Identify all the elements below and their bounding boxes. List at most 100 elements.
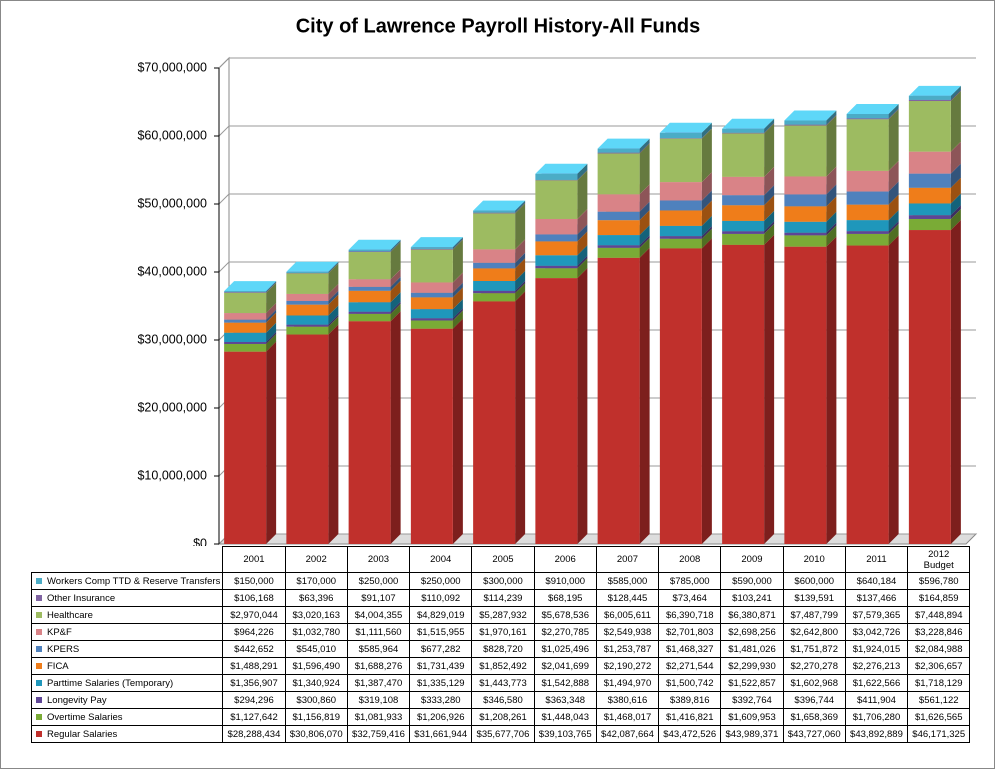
y-tick-label: $20,000,000 [137, 400, 207, 414]
value-cell: $63,396 [284, 589, 348, 607]
legend-cell: Longevity Pay [30, 691, 224, 709]
value-cell: $91,107 [346, 589, 411, 607]
bar-side [764, 122, 775, 134]
bar-segment [224, 351, 267, 544]
bar-segment [410, 247, 453, 249]
bar-side [701, 172, 712, 201]
value-cell: $442,652 [222, 640, 286, 658]
plot: City of Lawrence Payroll History-All Fun… [137, 15, 978, 546]
bar-segment [908, 218, 951, 231]
bar-side [701, 128, 712, 183]
bar-segment [348, 251, 391, 253]
bar-top [722, 118, 775, 129]
value-cell: $346,580 [471, 691, 535, 709]
bar-segment [784, 176, 827, 195]
bar-side [390, 242, 401, 280]
bar-segment [473, 262, 516, 269]
bar-side [577, 258, 588, 279]
legend-cell: Parttime Salaries (Temporary) [30, 674, 224, 692]
value-cell: $1,706,280 [844, 708, 909, 726]
y-tick-label: $30,000,000 [137, 332, 207, 346]
bar-segment [224, 291, 267, 293]
bar-segment [784, 221, 827, 233]
legend-swatch [36, 645, 42, 652]
bar-side [515, 280, 526, 294]
bar-side [328, 283, 339, 301]
bar-side [764, 234, 775, 544]
value-cell: $1,335,129 [409, 674, 473, 692]
value-cell: $164,859 [907, 589, 971, 607]
bar-side [390, 303, 401, 322]
bar-side [701, 128, 712, 139]
value-cell: $6,390,718 [658, 606, 722, 624]
value-cell: $139,591 [782, 589, 846, 607]
value-cell: $2,041,699 [533, 657, 597, 675]
value-cell: $294,296 [222, 691, 286, 709]
grid-line [218, 57, 976, 69]
value-cell: $910,000 [533, 572, 597, 590]
value-cell: $828,720 [471, 640, 535, 658]
bar-segment [784, 235, 827, 247]
bar-side [452, 238, 463, 250]
bar-segment [535, 241, 578, 256]
bar-segment [410, 328, 453, 544]
bar-segment [846, 170, 889, 192]
bar-segment [784, 120, 827, 125]
bar-side [328, 290, 339, 305]
y-tick-label: $40,000,000 [137, 264, 207, 278]
y-tick-label: $50,000,000 [137, 196, 207, 210]
bar-segment [908, 187, 951, 204]
value-cell: $46,171,325 [907, 725, 971, 743]
value-cell: $1,356,907 [222, 674, 286, 692]
bar-segment [722, 132, 765, 134]
legend-swatch [36, 611, 42, 618]
bar-segment [535, 268, 578, 279]
bar-side [266, 331, 277, 344]
bar-side [826, 225, 837, 247]
legend-cell: Regular Salaries [30, 725, 224, 743]
bar-side [577, 170, 588, 219]
value-cell: $585,000 [595, 572, 660, 590]
value-cell: $1,609,953 [720, 708, 784, 726]
value-cell: $1,852,492 [471, 657, 535, 675]
legend-cell: Healthcare [30, 606, 224, 624]
value-cell: $1,468,327 [658, 640, 722, 658]
bar-segment [846, 220, 889, 232]
bar-side [950, 208, 961, 231]
bar-segment [286, 315, 329, 325]
value-cell: $396,744 [782, 691, 846, 709]
bar-side [950, 141, 961, 174]
bar-side [701, 226, 712, 239]
value-cell: $1,718,129 [907, 674, 971, 692]
bar-segment [286, 324, 329, 327]
bar-side [452, 272, 463, 293]
bar-side [515, 203, 526, 250]
bar-side [452, 318, 463, 544]
category-cell: 2011 [844, 546, 909, 573]
value-cell: $300,860 [284, 691, 348, 709]
bar-side [266, 341, 277, 544]
value-cell: $392,764 [720, 691, 784, 709]
bar-side [950, 205, 961, 219]
category-cell: 2001 [222, 546, 286, 573]
bar-side [639, 143, 650, 195]
value-cell: $6,380,871 [720, 606, 784, 624]
bar-side [950, 89, 961, 102]
bar-side [888, 210, 899, 232]
bar-side [764, 118, 775, 133]
bar-segment [846, 114, 889, 119]
value-cell: $1,416,821 [658, 708, 722, 726]
bar-side [515, 291, 526, 544]
bar-segment [286, 326, 329, 335]
value-cell: $1,481,026 [720, 640, 784, 658]
bar-segment [348, 302, 391, 312]
value-cell: $333,280 [409, 691, 473, 709]
header-row: 2001 2002 2003 2004 2005 2006 2007 2008 2009 2010… [32, 546, 971, 573]
value-cell: $250,000 [346, 572, 411, 590]
bar-segment [722, 233, 765, 245]
value-cell: $2,642,800 [782, 623, 846, 641]
bar-segment [410, 320, 453, 329]
bar-segment [224, 322, 267, 333]
bar-segment [659, 225, 702, 237]
